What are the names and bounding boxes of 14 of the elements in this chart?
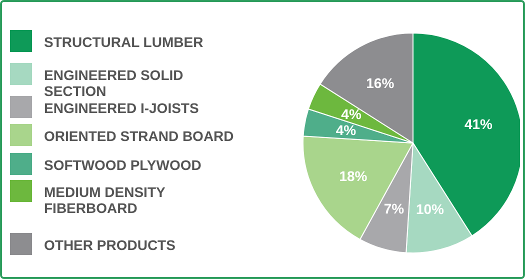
legend-label: ENGINEERED I-JOISTS — [44, 100, 200, 116]
legend-label: SOFTWOOD PLYWOOD — [44, 157, 202, 173]
legend-label: MEDIUM DENSITY FIBERBOARD — [44, 184, 166, 216]
legend-label: ENGINEERED SOLID SECTION — [44, 67, 184, 99]
data-label: 7% — [384, 200, 405, 216]
data-label: 4% — [341, 106, 362, 122]
data-label: 10% — [416, 201, 445, 218]
data-label: 41% — [464, 116, 494, 132]
data-label: 18% — [339, 168, 368, 184]
legend-label: ORIENTED STRAND BOARD — [44, 128, 234, 144]
legend-label: OTHER PRODUCTS — [44, 237, 176, 253]
data-label: 16% — [366, 75, 395, 92]
data-label: 4% — [336, 122, 357, 138]
legend-label: STRUCTURAL LUMBER — [44, 34, 204, 50]
